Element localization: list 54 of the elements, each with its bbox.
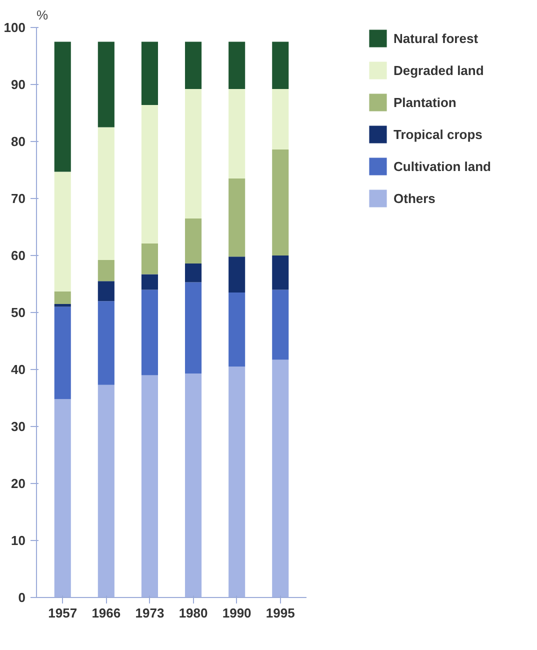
bar	[272, 89, 289, 150]
y-axis-title: %	[36, 8, 48, 22]
x-tick-label: 1957	[48, 606, 78, 620]
y-tick-label: 10	[11, 533, 26, 548]
bar	[228, 292, 246, 367]
y-tick-label: 50	[11, 305, 26, 320]
legend-label: Plantation	[394, 94, 456, 110]
y-tick-label: 90	[11, 77, 26, 92]
bar	[228, 89, 246, 179]
y-tick-label: 30	[11, 419, 26, 434]
legend-label: Natural forest	[394, 30, 478, 46]
x-tick-label: 1990	[222, 606, 252, 620]
bar	[54, 306, 71, 400]
bar	[228, 42, 246, 90]
bar	[141, 42, 158, 106]
bar	[272, 256, 289, 290]
bar	[98, 301, 114, 385]
x-tick-label: 1966	[92, 606, 121, 620]
x-tick-label: 1980	[178, 606, 208, 620]
y-tick-label: 60	[11, 248, 26, 263]
x-tick-label: 1973	[135, 606, 164, 620]
y-tick-label: 100	[4, 20, 26, 35]
bar	[54, 42, 71, 172]
bar	[185, 42, 202, 90]
legend-label: Degraded land	[394, 62, 484, 78]
bar	[98, 260, 114, 282]
bar	[98, 281, 114, 302]
legend-label: Others	[394, 190, 436, 206]
bar	[141, 290, 158, 376]
y-tick-label: 0	[18, 590, 26, 605]
y-tick-label: 80	[11, 134, 26, 149]
bar	[98, 42, 114, 128]
bar	[185, 218, 202, 264]
bar	[185, 89, 202, 218]
bar	[272, 290, 289, 360]
bar	[228, 178, 246, 257]
y-tick-label: 40	[11, 362, 26, 377]
bar	[228, 256, 246, 293]
bar	[54, 304, 71, 307]
bar	[141, 274, 158, 290]
bar	[54, 172, 71, 292]
bar	[272, 42, 289, 90]
bar	[141, 105, 158, 244]
legend-label: Tropical crops	[394, 126, 482, 142]
bar	[272, 149, 289, 256]
bar	[98, 127, 114, 260]
x-tick-label: 1995	[266, 606, 295, 620]
y-tick-label: 70	[11, 191, 26, 206]
bar	[54, 291, 71, 304]
bar	[185, 282, 202, 374]
y-tick-label: 20	[11, 476, 26, 491]
bar	[185, 263, 202, 282]
legend-label: Cultivation land	[394, 158, 491, 174]
bar	[141, 244, 158, 274]
